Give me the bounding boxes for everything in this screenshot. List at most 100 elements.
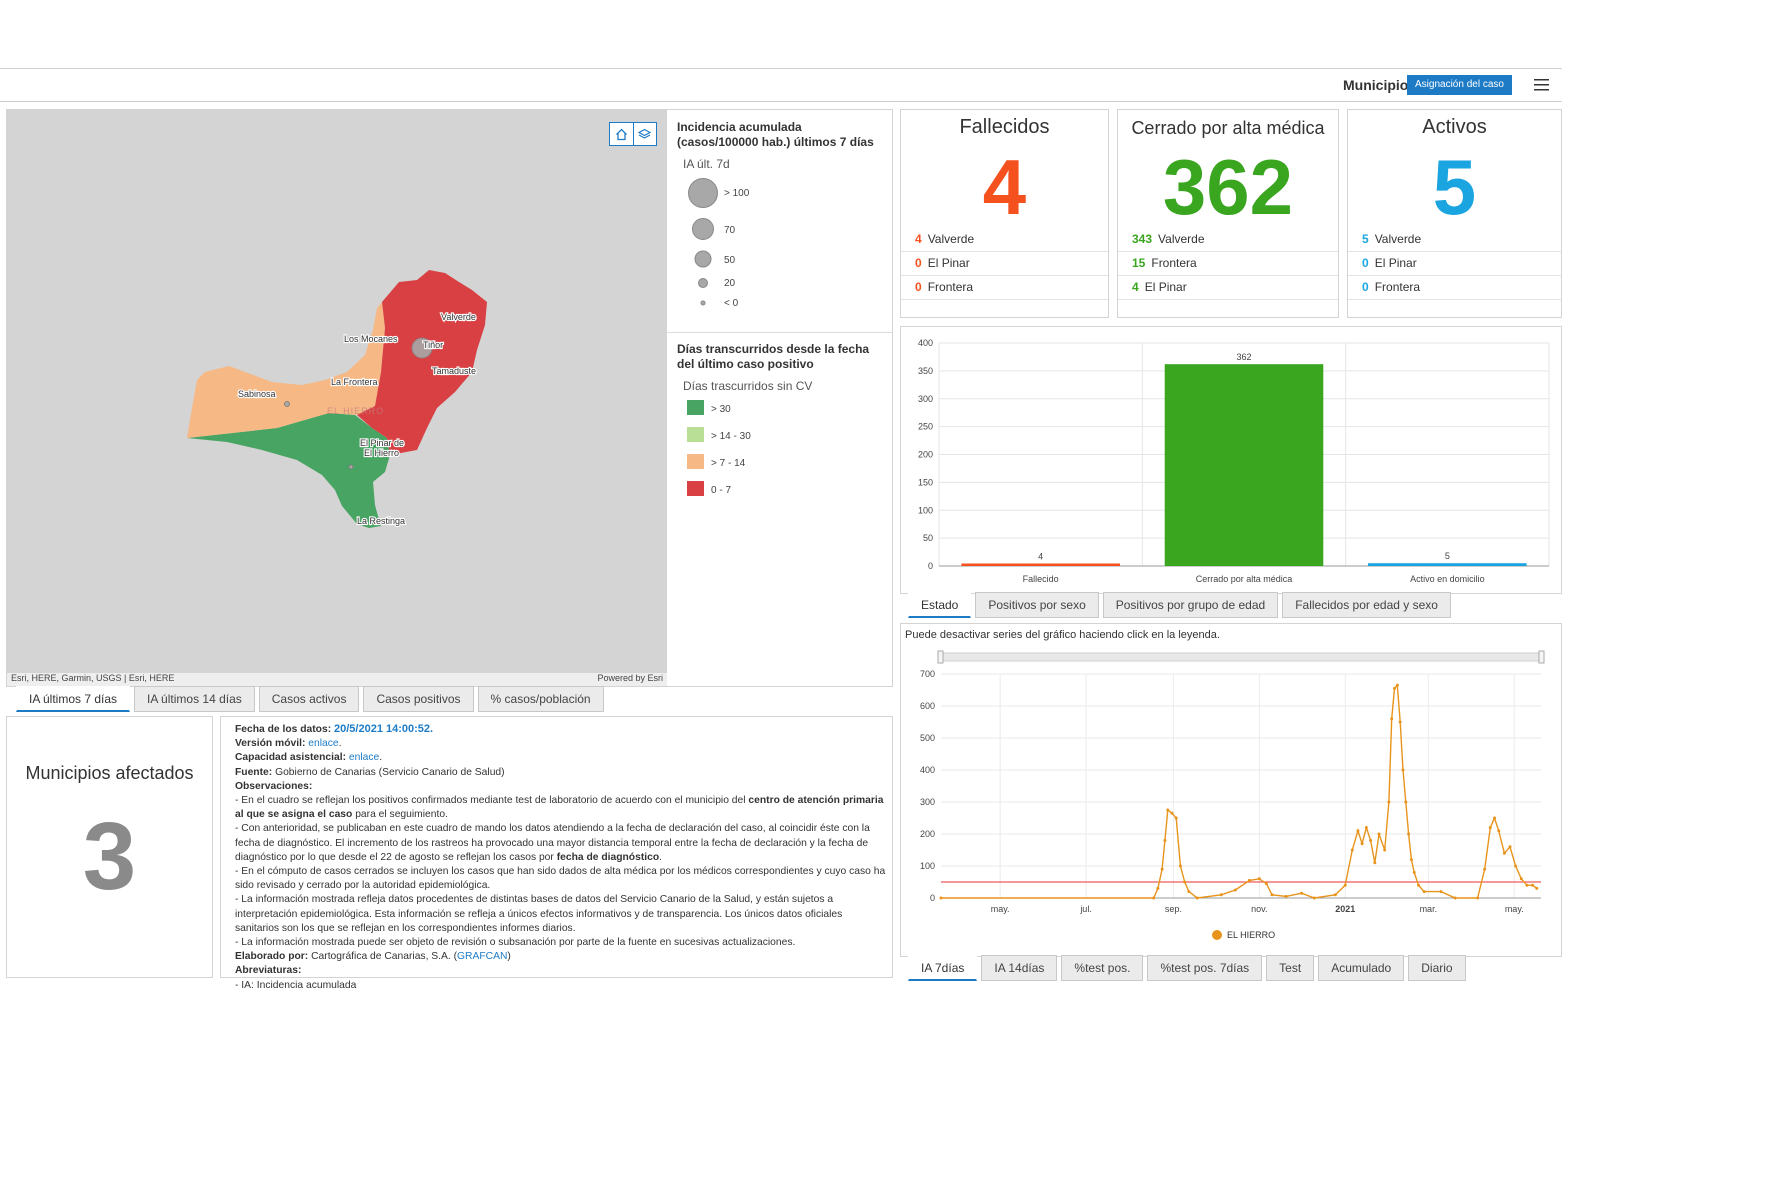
kpi-cerrado-title: Cerrado por alta médica (1131, 118, 1325, 138)
info-capacidad-link[interactable]: enlace (348, 752, 380, 764)
tab-acumulado[interactable]: Acumulado (1318, 955, 1405, 981)
legend-swatch-30 (687, 400, 704, 415)
menu-icon[interactable] (1534, 78, 1549, 92)
legend-ia-circle-20 (698, 278, 708, 288)
info-grafcan-link[interactable]: GRAFCAN (457, 951, 508, 963)
tab-casos-activos[interactable]: Casos activos (258, 686, 360, 712)
list-item-value: 4 (915, 232, 922, 246)
info-obs-label-text: Observaciones: (235, 780, 313, 792)
line-point (939, 896, 943, 900)
tab-test-pos-7dias[interactable]: %test pos. 7días (1147, 955, 1263, 981)
zone-frontera[interactable] (187, 302, 385, 438)
line-point (1497, 829, 1501, 833)
tab-casos-positivos[interactable]: Casos positivos (363, 686, 474, 712)
map-label-la-restinga: La Restinga (357, 516, 405, 526)
list-item-label: Frontera (1374, 280, 1421, 294)
map-view[interactable]: Valverde Los Mocanes Tiñor Tamaduste La … (7, 110, 667, 686)
zone-el-pinar[interactable] (187, 413, 390, 528)
line-point (1160, 867, 1164, 871)
municipios-panel: Municipios afectados 3 (6, 716, 213, 978)
line-x-tick: may. (1505, 904, 1524, 914)
bar-2[interactable] (1368, 563, 1527, 566)
info-capacidad-label: Capacidad asistencial: (235, 752, 347, 764)
info-abrev-value: - IA: Incidencia acumulada (235, 979, 357, 991)
bar-y-tick: 300 (918, 394, 933, 404)
line-point (1170, 811, 1174, 815)
tab-ia-7[interactable]: IA últimos 7 días (16, 686, 131, 712)
bar-y-tick: 250 (918, 422, 933, 432)
line-point (1493, 816, 1497, 820)
tab-casos-poblacion[interactable]: % casos/población (477, 686, 604, 712)
legend-swatch-14-30 (687, 427, 704, 442)
tab-fallecidos-edad-sexo[interactable]: Fallecidos por edad y sexo (1282, 592, 1451, 618)
assign-case-button[interactable]: Asignación del caso (1407, 75, 1512, 95)
info-text: Fecha de los datos: 20/5/2021 14:00:52. … (235, 722, 887, 993)
tab-ia-14[interactable]: IA últimos 14 días (134, 686, 255, 712)
legend-ia-circle-0 (700, 300, 706, 306)
line-point (1300, 891, 1304, 895)
line-point (1257, 877, 1261, 881)
line-point (1247, 878, 1251, 882)
info-elaborado-end: ) (507, 951, 511, 963)
line-point (1453, 896, 1457, 900)
legend-dias-item-7-14: > 7 - 14 (711, 458, 746, 469)
ia-circle-frontera[interactable] (284, 401, 290, 407)
line-point (1508, 845, 1512, 849)
legend-dias-swatches (687, 400, 704, 496)
map-footer: Esri, HERE, Garmin, USGS | Esri, HERE Po… (7, 673, 667, 686)
line-point (1219, 893, 1223, 897)
tab-test-pos[interactable]: %test pos. (1061, 955, 1144, 981)
info-obs-3: - En el cómputo de casos cerrados se inc… (235, 866, 886, 892)
map-label-los-mocanes: Los Mocanes (344, 334, 398, 344)
line-navigator-handle-right[interactable] (1538, 650, 1545, 664)
home-icon[interactable] (610, 123, 634, 145)
legend-dias-subtitle: Días trascurridos sin CV (683, 379, 813, 393)
powered-by-esri[interactable]: Powered by Esri (597, 673, 663, 683)
ia-circle-valverde[interactable] (411, 337, 433, 359)
info-capacidad: Capacidad asistencial: enlace. (235, 752, 383, 764)
tab-ia-14dias[interactable]: IA 14días (981, 955, 1058, 981)
info-fecha-label: Fecha de los datos: (235, 724, 332, 735)
info-fuente: Fuente: Gobierno de Canarias (Servicio C… (235, 766, 887, 780)
list-item: 15 Frontera (1118, 252, 1338, 276)
list-item-label: El Pinar (1374, 256, 1417, 270)
line-legend-marker[interactable] (1212, 930, 1222, 940)
info-obs-2b: fecha de diagnóstico (556, 851, 660, 863)
bar-0[interactable] (961, 563, 1120, 567)
tab-test[interactable]: Test (1266, 955, 1315, 981)
tab-estado[interactable]: Estado (908, 592, 972, 618)
line-legend-label[interactable]: EL HIERRO (1227, 930, 1275, 940)
map-controls (609, 122, 657, 146)
line-point (1407, 832, 1411, 836)
tab-positivos-edad[interactable]: Positivos por grupo de edad (1102, 592, 1279, 618)
line-y-tick: 400 (920, 765, 935, 775)
zone-valverde[interactable] (357, 270, 487, 455)
info-movil-link[interactable]: enlace (308, 738, 339, 750)
line-chart-note: Puede desactivar series del gráfico haci… (905, 629, 1220, 641)
list-item-value: 0 (915, 280, 922, 294)
map-label-sabinosa: Sabinosa (238, 389, 276, 399)
legend-ia-circle-50 (694, 250, 712, 268)
map-attribution: Esri, HERE, Garmin, USGS | Esri, HERE (11, 673, 175, 683)
line-point (1264, 882, 1268, 886)
info-fecha-value: 20/5/2021 14:00:52. (334, 723, 434, 735)
line-navigator[interactable] (940, 652, 1542, 662)
info-obs-2c: . (659, 851, 662, 863)
line-point (1284, 894, 1288, 898)
municipios-value: 3 (82, 803, 137, 910)
list-item-label: El Pinar (927, 256, 970, 270)
tab-diario[interactable]: Diario (1408, 955, 1466, 981)
line-navigator-handle-left[interactable] (937, 650, 944, 664)
layers-icon[interactable] (634, 123, 657, 145)
tab-positivos-sexo[interactable]: Positivos por sexo (975, 592, 1099, 618)
bar-data-label: 5 (1445, 551, 1450, 561)
legend-ia-item-0: < 0 (724, 298, 739, 309)
line-point (1343, 883, 1347, 887)
list-item-value: 0 (1362, 280, 1369, 294)
tab-ia-7dias[interactable]: IA 7días (908, 955, 978, 981)
ia-circle-el-pinar[interactable] (348, 464, 354, 470)
line-y-tick: 0 (930, 893, 935, 903)
bar-1[interactable] (1164, 364, 1324, 566)
bar-y-tick: 350 (918, 366, 933, 376)
legend-ia-item-20: 20 (724, 278, 736, 289)
